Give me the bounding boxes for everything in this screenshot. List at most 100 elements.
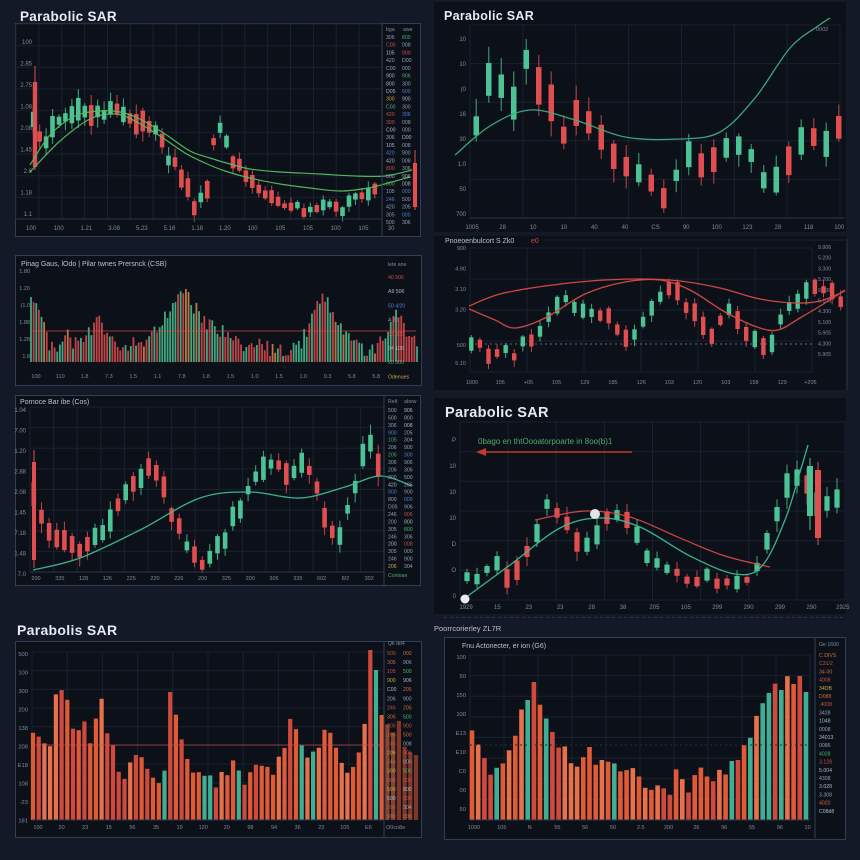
svg-text:290: 290 — [806, 605, 817, 611]
svg-text:3.028: 3.028 — [819, 784, 832, 790]
svg-text:103: 103 — [721, 380, 730, 386]
svg-text:906: 906 — [404, 408, 413, 414]
svg-text:225: 225 — [127, 576, 136, 582]
svg-text:100: 100 — [834, 225, 845, 231]
svg-text:200: 200 — [388, 542, 397, 548]
svg-text:000: 000 — [402, 66, 411, 72]
svg-text:28: 28 — [775, 225, 782, 231]
svg-text:1.18: 1.18 — [20, 191, 32, 197]
svg-text:800: 800 — [386, 166, 395, 172]
svg-text:206: 206 — [387, 751, 396, 757]
svg-text:1.45: 1.45 — [20, 148, 32, 154]
svg-text:220: 220 — [150, 576, 159, 582]
svg-text:1.48: 1.48 — [14, 552, 26, 558]
svg-text:1.8: 1.8 — [202, 374, 210, 380]
svg-text:420: 420 — [386, 205, 395, 211]
svg-text:500: 500 — [402, 197, 411, 203]
svg-text:0002: 0002 — [816, 27, 828, 33]
svg-text:1.5: 1.5 — [275, 374, 283, 380]
svg-text:C00: C00 — [386, 43, 396, 49]
svg-text:105: 105 — [303, 226, 314, 232]
svg-text:3.08: 3.08 — [108, 226, 120, 232]
svg-text:304: 304 — [404, 438, 413, 444]
svg-text:5.8: 5.8 — [348, 374, 356, 380]
svg-text:129: 129 — [580, 380, 589, 386]
svg-text:906: 906 — [403, 751, 412, 757]
svg-text:40: 40 — [622, 225, 629, 231]
svg-text:3.300: 3.300 — [818, 266, 831, 272]
svg-text:35: 35 — [153, 825, 159, 831]
svg-text:10: 10 — [560, 225, 567, 231]
svg-text:290: 290 — [744, 605, 755, 611]
svg-text:420: 420 — [386, 58, 395, 64]
svg-text:5.905: 5.905 — [818, 352, 831, 358]
svg-text:246: 246 — [388, 534, 397, 540]
svg-text:96: 96 — [777, 825, 783, 831]
svg-text:906: 906 — [402, 174, 411, 180]
svg-text:3.10: 3.10 — [455, 287, 466, 293]
svg-text:D05: D05 — [388, 505, 398, 511]
svg-text:D00: D00 — [402, 135, 412, 141]
svg-text:2925: 2925 — [836, 605, 850, 611]
svg-text:7.18: 7.18 — [14, 531, 26, 537]
svg-text:0008: 0008 — [819, 727, 831, 733]
svg-text:5.200: 5.200 — [818, 277, 831, 283]
svg-text:7.0: 7.0 — [18, 572, 27, 578]
svg-text:2.08: 2.08 — [14, 490, 26, 496]
svg-text:1.20: 1.20 — [14, 449, 26, 455]
svg-text:300: 300 — [386, 120, 395, 126]
svg-text:E13: E13 — [456, 731, 466, 737]
svg-text:108: 108 — [18, 782, 28, 788]
svg-text:10: 10 — [459, 37, 466, 43]
svg-text:100: 100 — [456, 655, 466, 661]
svg-text:300: 300 — [387, 805, 396, 811]
svg-text:Pnoeoenbulcort S Zk0: Pnoeoenbulcort S Zk0 — [445, 238, 514, 245]
svg-text:105: 105 — [386, 143, 395, 149]
svg-text:800: 800 — [404, 415, 413, 421]
svg-text:2.88: 2.88 — [14, 470, 26, 476]
svg-text:246: 246 — [386, 197, 395, 203]
svg-text:N: N — [528, 825, 532, 831]
svg-text:420: 420 — [388, 482, 397, 488]
svg-text:+05: +05 — [524, 380, 533, 386]
svg-text:126: 126 — [103, 576, 112, 582]
svg-text:P: P — [452, 438, 456, 444]
svg-text:105: 105 — [681, 605, 692, 611]
svg-text:1.20: 1.20 — [19, 286, 30, 292]
svg-text:105: 105 — [497, 825, 506, 831]
svg-text:200: 200 — [246, 576, 255, 582]
svg-text:50: 50 — [460, 674, 466, 680]
svg-text:.4008: .4008 — [819, 702, 832, 708]
svg-text:1.88: 1.88 — [19, 320, 30, 326]
svg-text:129: 129 — [778, 380, 787, 386]
svg-text:100: 100 — [331, 226, 342, 232]
svg-text:1.18: 1.18 — [191, 226, 203, 232]
svg-text:105: 105 — [358, 226, 369, 232]
svg-text:700: 700 — [456, 212, 467, 218]
svg-text:10: 10 — [449, 516, 456, 522]
svg-text:1.1: 1.1 — [24, 212, 33, 218]
svg-text:C0: C0 — [459, 769, 466, 775]
svg-text:E18: E18 — [18, 763, 28, 769]
svg-text:246: 246 — [387, 742, 396, 748]
svg-text:9.906: 9.906 — [818, 245, 831, 251]
svg-text:420: 420 — [386, 158, 395, 164]
svg-text:500: 500 — [386, 174, 395, 180]
svg-text:500: 500 — [387, 796, 396, 802]
svg-text:206: 206 — [388, 445, 397, 451]
svg-text:CS: CS — [651, 225, 659, 231]
svg-text:906: 906 — [404, 512, 413, 518]
svg-text:200: 200 — [388, 519, 397, 525]
svg-text:008: 008 — [402, 143, 411, 149]
svg-text:105: 105 — [386, 50, 395, 56]
svg-text:123: 123 — [742, 225, 753, 231]
svg-text:246: 246 — [388, 512, 397, 518]
svg-text:Odenues: Odenues — [388, 374, 409, 380]
svg-text:100: 100 — [712, 225, 723, 231]
svg-text:1929: 1929 — [459, 605, 473, 611]
svg-text:500: 500 — [388, 415, 397, 421]
svg-text:300: 300 — [402, 81, 411, 87]
svg-text:20: 20 — [59, 825, 65, 831]
svg-text:500: 500 — [402, 89, 411, 95]
svg-text:1048: 1048 — [819, 719, 831, 725]
